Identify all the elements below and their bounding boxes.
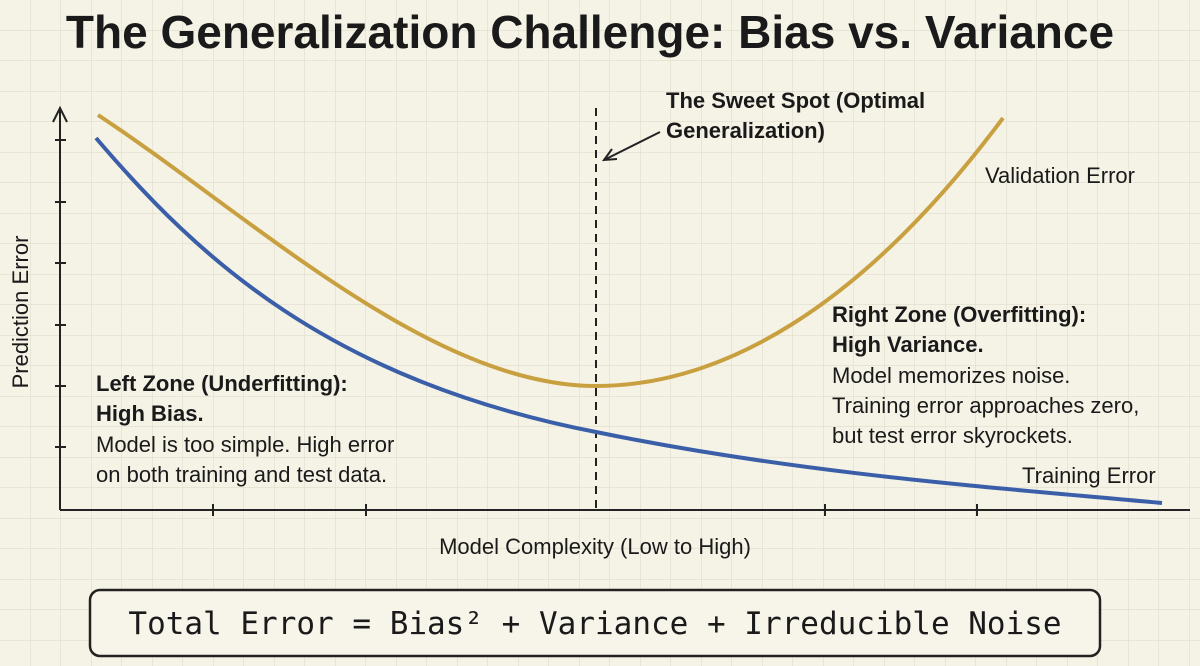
title: The Generalization Challenge: Bias vs. V… [66,6,1114,58]
x-ticks [212,504,978,516]
zone-heading: High Bias. [96,401,204,426]
zone-heading: Left Zone (Underfitting): [96,371,348,396]
zone-text: Model is too simple. High error [96,432,394,457]
zone-heading: Right Zone (Overfitting): [832,302,1086,327]
zone-text: Training error approaches zero, [832,393,1139,418]
formula: Total Error = Bias² + Variance + Irreduc… [128,606,1061,642]
curve-label: Validation Error [985,163,1135,188]
y-axis-label: Prediction Error [8,236,33,389]
sweet-spot-label: The Sweet Spot (Optimal [666,88,925,113]
zone-text: on both training and test data. [96,462,387,487]
training-curve [94,136,1163,505]
curve-label: Training Error [1022,463,1156,488]
x-axis-label: Model Complexity (Low to High) [439,534,751,559]
validation-curve [96,113,1005,389]
sweet-spot-arrow [601,131,661,162]
y-ticks [55,139,66,448]
zone-heading: High Variance. [832,332,984,357]
zone-text: Model memorizes noise. [832,363,1070,388]
y-arrow [52,105,68,123]
sweet-spot-label: Generalization) [666,118,825,143]
axes [52,105,1190,516]
zone-text: but test error skyrockets. [832,423,1073,448]
formula-box [88,588,1102,658]
